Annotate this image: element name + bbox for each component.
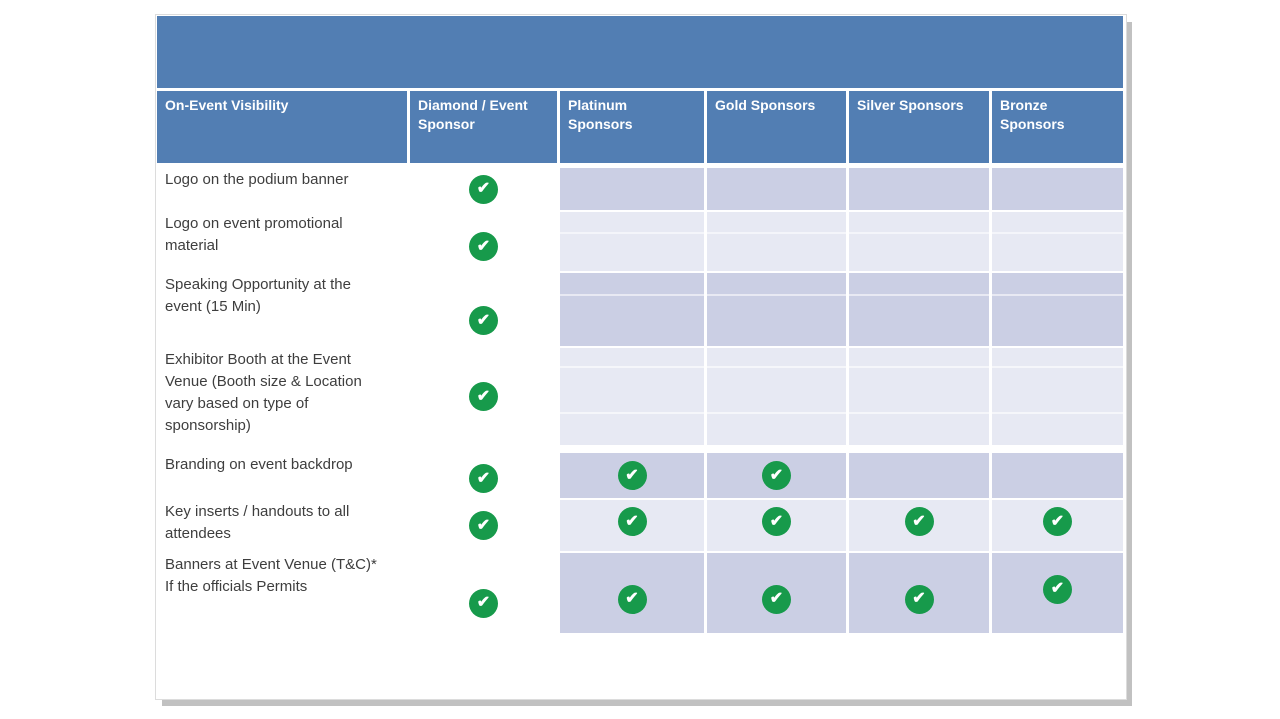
cell-gold <box>707 168 846 210</box>
cell-gold: ✔ <box>707 500 846 551</box>
cell-bronze <box>992 168 1123 210</box>
check-icon: ✔ <box>1043 574 1072 604</box>
table-row: Logo on event promotional material ✔ <box>157 212 1123 271</box>
cell-diamond: ✔ <box>410 553 557 633</box>
check-icon: ✔ <box>762 461 791 490</box>
cell-platinum <box>560 273 704 346</box>
cell-diamond: ✔ <box>410 348 557 445</box>
cell-diamond: ✔ <box>410 500 557 551</box>
cell-silver <box>849 168 989 210</box>
cell-bronze <box>992 212 1123 271</box>
cell-platinum <box>560 212 704 271</box>
check-icon: ✔ <box>469 464 498 493</box>
check-icon: ✔ <box>1043 507 1072 536</box>
cell-silver <box>849 212 989 271</box>
check-icon: ✔ <box>617 507 647 536</box>
cell-diamond: ✔ <box>410 168 557 210</box>
cell-platinum: ✔ <box>560 453 704 498</box>
check-icon: ✔ <box>469 306 498 335</box>
check-icon: ✔ <box>762 507 791 536</box>
row-label: Speaking Opportunity at the event (15 Mi… <box>165 276 351 315</box>
cell-bronze <box>992 348 1123 445</box>
row-label: Logo on the podium banner <box>165 171 349 188</box>
cell-gold <box>707 212 846 271</box>
cell-diamond: ✔ <box>410 273 557 346</box>
table-row: Exhibitor Booth at the Event Venue (Boot… <box>157 348 1123 445</box>
cell-bronze <box>992 273 1123 346</box>
row-label: Logo on event promotional material <box>165 215 343 254</box>
column-header-bronze: Bronze Sponsors <box>992 91 1123 163</box>
cell-bronze: ✔ <box>992 500 1123 551</box>
cell-silver: ✔ <box>849 500 989 551</box>
row-label: Banners at Event Venue (T&C)* If the off… <box>165 556 377 595</box>
check-icon: ✔ <box>617 584 647 614</box>
check-icon: ✔ <box>617 461 647 490</box>
cell-silver: ✔ <box>849 553 989 633</box>
cell-gold <box>707 348 846 445</box>
cell-platinum: ✔ <box>560 553 704 633</box>
row-label: Exhibitor Booth at the Event Venue (Boot… <box>165 351 362 434</box>
column-header-platinum: Platinum Sponsors <box>560 91 704 163</box>
row-label: Branding on event backdrop <box>165 456 353 473</box>
table-header-row: On-Event Visibility Diamond / Event Spon… <box>157 91 1123 163</box>
table-row: Speaking Opportunity at the event (15 Mi… <box>157 273 1123 346</box>
cell-diamond: ✔ <box>410 453 557 498</box>
cell-gold: ✔ <box>707 553 846 633</box>
column-header-visibility: On-Event Visibility <box>157 91 407 163</box>
check-icon: ✔ <box>469 511 498 540</box>
check-icon: ✔ <box>762 584 791 614</box>
cell-bronze: ✔ <box>992 553 1123 633</box>
table-row: Key inserts / handouts to all attendees … <box>157 500 1123 551</box>
cell-silver <box>849 348 989 445</box>
title-banner <box>157 16 1123 88</box>
cell-silver <box>849 273 989 346</box>
column-header-gold: Gold Sponsors <box>707 91 846 163</box>
cell-platinum <box>560 168 704 210</box>
table-row: Logo on the podium banner ✔ <box>157 168 1123 210</box>
table-row: Branding on event backdrop ✔ ✔ ✔ <box>157 453 1123 498</box>
cell-platinum <box>560 348 704 445</box>
column-header-silver: Silver Sponsors <box>849 91 989 163</box>
check-icon: ✔ <box>904 584 934 614</box>
check-icon: ✔ <box>469 588 498 618</box>
check-icon: ✔ <box>904 507 934 536</box>
cell-gold <box>707 273 846 346</box>
cell-diamond: ✔ <box>410 212 557 271</box>
slide-page: On-Event Visibility Diamond / Event Spon… <box>155 14 1127 700</box>
row-label: Key inserts / handouts to all attendees <box>165 503 350 542</box>
column-header-diamond: Diamond / Event Sponsor <box>410 91 557 163</box>
table-body: Logo on the podium banner ✔ Logo on even… <box>157 168 1123 633</box>
check-icon: ✔ <box>469 232 498 261</box>
table-row: Banners at Event Venue (T&C)* If the off… <box>157 553 1123 633</box>
check-icon: ✔ <box>469 174 498 204</box>
cell-gold: ✔ <box>707 453 846 498</box>
check-icon: ✔ <box>469 382 498 411</box>
cell-platinum: ✔ <box>560 500 704 551</box>
cell-silver <box>849 453 989 498</box>
cell-bronze <box>992 453 1123 498</box>
